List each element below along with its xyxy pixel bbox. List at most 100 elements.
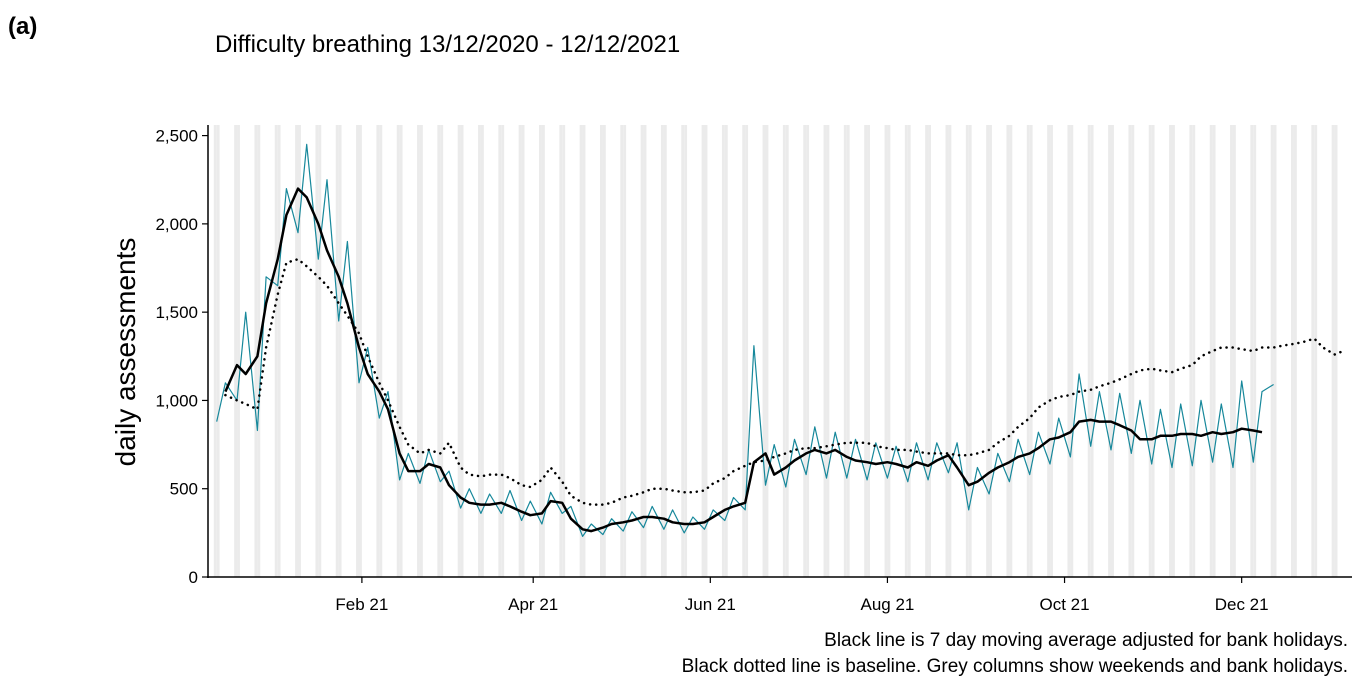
weekend-column [559,125,563,577]
weekend-column [785,125,789,577]
weekend-column [684,125,688,577]
weekend-column [254,125,258,577]
weekend-column [213,125,217,577]
weekend-column [887,125,891,577]
weekend-column [315,125,319,577]
weekend-column [701,125,705,577]
weekend-column [704,125,708,577]
weekend-column [1314,125,1318,577]
weekend-column [1090,125,1094,577]
weekend-column [925,125,929,577]
weekend-column [1311,125,1315,577]
y-tick-label: 500 [170,480,198,499]
axes: 0 500 1,000 1,500 2,000 2,500 Feb 21 Apr 21 Jun … [155,125,1352,614]
x-tick-label: Oct 21 [1040,595,1090,614]
weekend-column [823,125,827,577]
weekend-column [765,125,769,577]
weekend-column [1026,125,1030,577]
weekend-column [501,125,505,577]
weekend-column [1131,125,1135,577]
weekend-column [803,125,807,577]
weekend-column [1232,125,1236,577]
weekend-column [318,125,322,577]
weekend-column [742,125,746,577]
weekend-column [1189,125,1193,577]
weekend-column [437,125,441,577]
series-line [224,187,1263,533]
weekend-column [1230,125,1233,577]
y-tick-label: 1,500 [155,303,198,322]
weekend-column [277,125,281,577]
weekend-column [396,125,400,577]
weekend-column [1029,125,1033,577]
weekend-column [1050,125,1053,577]
x-tick-label: Feb 21 [335,595,388,614]
x-tick-label: Jun 21 [685,595,736,614]
weekend-column [1291,125,1294,577]
x-tick-label: Apr 21 [508,595,558,614]
x-tick-label: Aug 21 [860,595,914,614]
weekend-column [745,125,749,577]
weekend-column [1006,125,1010,577]
weekend-column [986,125,990,577]
weekend-column [602,125,606,577]
weekend-column [579,125,583,577]
weekend-column [1331,125,1335,577]
weekend-column [376,125,380,577]
weekend-column [399,125,403,577]
y-axis-label: daily assessments [110,238,141,467]
weekend-column [864,125,868,577]
weekend-column [1209,125,1213,577]
weekend-column [1148,125,1152,577]
weekend-column [1293,125,1297,577]
weekend-column [460,125,464,577]
weekend-column [928,125,931,577]
weekend-column [762,125,766,577]
x-tick-label: Dec 21 [1215,595,1269,614]
weekend-column [1047,125,1051,577]
weekend-column [1087,125,1091,577]
weekend-column [1270,125,1274,577]
annotation: Black line is 7 day moving average adjus… [824,630,1348,651]
weekend-column [843,125,847,577]
weekend-column [681,125,685,577]
chart-title: Difficulty breathing 13/12/2020 - 12/12/… [215,31,680,58]
weekend-column [1192,125,1196,577]
weekend-column [518,125,522,577]
weekend-column [782,125,786,577]
weekend-column [1334,125,1338,577]
weekend-column [640,125,644,577]
y-tick-label: 2,500 [155,127,198,146]
weekend-column [1151,125,1155,577]
series-line [224,257,1345,506]
weekend-column [298,125,301,577]
weekend-column [582,125,586,577]
weekend-column [379,125,383,577]
weekend-column [338,125,342,577]
weekend-column [1009,125,1013,577]
weekend-column [945,125,949,577]
weekend-column [237,125,240,577]
weekend-column [1253,125,1257,577]
weekend-column [356,125,359,577]
weekend-column [1171,125,1175,577]
weekend-column [1169,125,1172,577]
weekend-column [1273,125,1277,577]
weekend-column [1111,125,1114,577]
weekend-column [1070,125,1074,577]
weekend-column [274,125,278,577]
weekend-column [660,125,664,577]
weekend-column [498,125,502,577]
weekend-column [846,125,850,577]
weekend-column [335,125,339,577]
weekend-column [234,125,238,577]
weekend-column [965,125,969,577]
weekend-column [1108,125,1112,577]
weekend-column [904,125,908,577]
weekend-column [724,125,728,577]
weekend-column [968,125,972,577]
y-tick-label: 2,000 [155,215,198,234]
weekend-column [521,125,525,577]
